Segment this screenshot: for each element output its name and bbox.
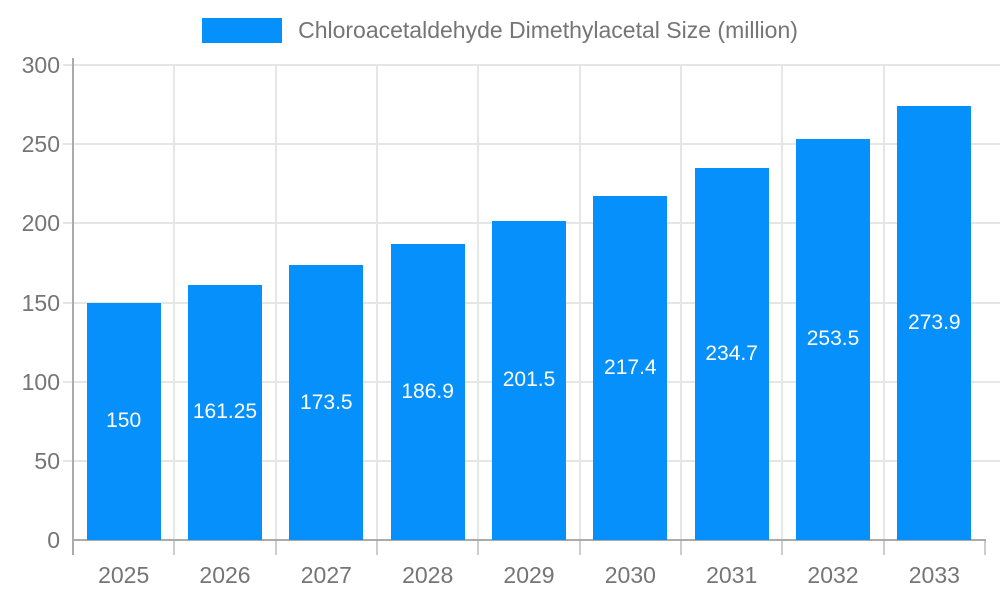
- y-tick-label: 50: [34, 447, 60, 474]
- y-tick-label: 200: [21, 210, 60, 237]
- gridline-vertical: [376, 65, 378, 540]
- x-tick-mark: [680, 540, 682, 555]
- x-tick-label: 2031: [706, 562, 758, 588]
- bar[interactable]: [593, 195, 668, 540]
- gridline-vertical: [680, 65, 682, 540]
- bar-value-label: 186.9: [401, 380, 454, 404]
- legend: Chloroacetaldehyde Dimethylacetal Size (…: [0, 17, 1000, 44]
- gridline-horizontal: [63, 64, 1000, 66]
- gridline-vertical: [274, 65, 277, 540]
- bar-value-label: 273.9: [908, 311, 961, 335]
- y-tick-label: 300: [21, 52, 60, 78]
- x-tick-mark: [882, 540, 885, 555]
- gridline-vertical: [578, 65, 581, 540]
- gridline-vertical: [173, 65, 176, 540]
- x-tick-label: 2027: [300, 562, 352, 588]
- y-tick-label: 150: [21, 289, 60, 316]
- bar[interactable]: [390, 244, 465, 540]
- x-tick-label: 2030: [604, 562, 656, 588]
- x-tick-mark: [477, 540, 480, 555]
- bar-value-label: 253.5: [806, 327, 860, 351]
- x-tick-mark: [984, 540, 986, 555]
- bar-value-label: 201.5: [502, 368, 556, 392]
- bar-value-label: 217.4: [604, 355, 657, 379]
- x-axis-line: [72, 539, 986, 541]
- x-tick-label: 2028: [402, 562, 454, 588]
- x-tick-mark: [173, 540, 176, 555]
- y-tick-label: 100: [21, 368, 60, 395]
- bar-value-label: 234.7: [705, 342, 758, 366]
- bar-value-label: 173.5: [300, 390, 353, 414]
- gridline-vertical: [477, 65, 480, 540]
- x-tick-label: 2033: [908, 562, 960, 588]
- gridline-vertical: [781, 65, 784, 540]
- bar[interactable]: [86, 302, 161, 540]
- gridline-vertical: [882, 65, 885, 540]
- x-tick-label: 2026: [199, 562, 251, 588]
- y-axis-line: [72, 58, 74, 555]
- x-tick-label: 2032: [807, 562, 859, 588]
- x-tick-mark: [781, 540, 784, 555]
- gridline-horizontal: [63, 143, 1000, 146]
- x-tick-label: 2029: [503, 562, 555, 588]
- bar[interactable]: [694, 168, 769, 540]
- legend-swatch[interactable]: [202, 18, 283, 43]
- bar[interactable]: [188, 284, 262, 540]
- legend-label: Chloroacetaldehyde Dimethylacetal Size (…: [298, 17, 798, 43]
- x-tick-label: 2025: [98, 562, 150, 588]
- y-tick-label: 250: [21, 131, 60, 158]
- x-tick-mark: [578, 540, 581, 555]
- bar-value-label: 161.25: [192, 400, 258, 424]
- bar[interactable]: [492, 220, 566, 540]
- x-tick-mark: [274, 540, 277, 555]
- x-tick-mark: [376, 540, 378, 555]
- y-tick-label: 0: [47, 527, 60, 553]
- bar[interactable]: [796, 138, 870, 540]
- bar[interactable]: [289, 265, 364, 540]
- bar-value-label: 150: [106, 409, 142, 433]
- bar[interactable]: [897, 106, 972, 540]
